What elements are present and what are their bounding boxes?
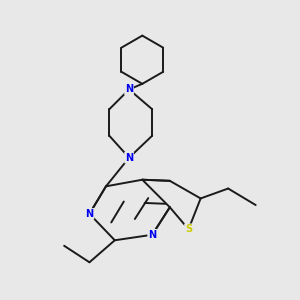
Text: N: N (85, 209, 94, 219)
Text: N: N (125, 153, 133, 163)
Text: S: S (185, 224, 192, 234)
Text: N: N (148, 230, 156, 240)
Text: N: N (125, 85, 133, 94)
